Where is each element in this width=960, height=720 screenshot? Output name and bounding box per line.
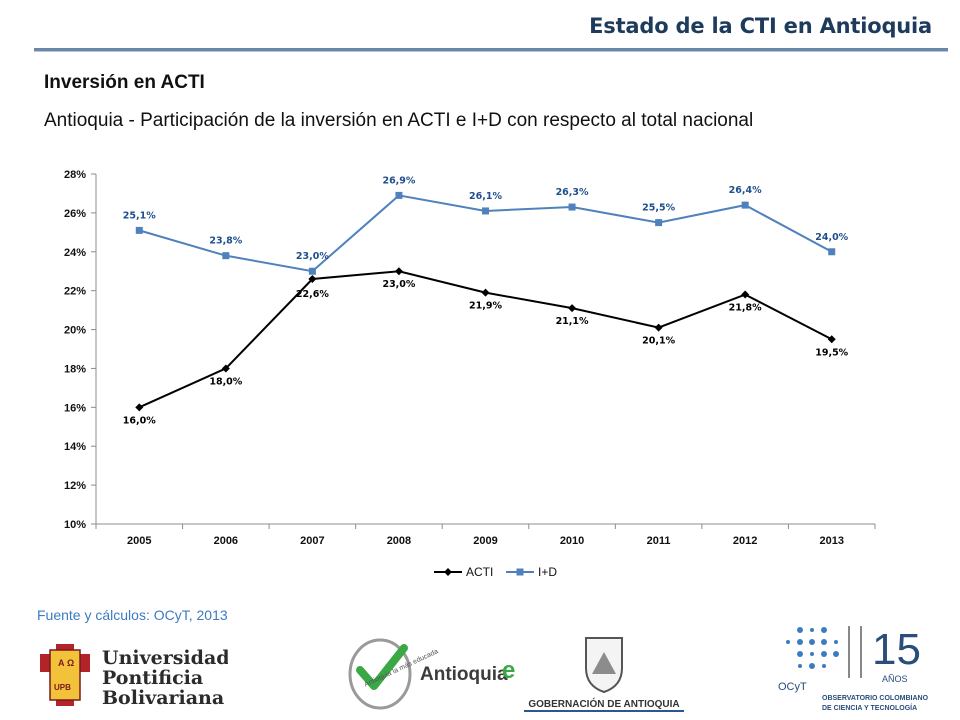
data-point	[568, 304, 577, 313]
caption-box	[524, 696, 684, 710]
x-axis: 2005 2006 2007 2008 2009 2010 2011 2012 2013	[95, 523, 876, 547]
data-label: 26,1%	[469, 191, 502, 202]
data-point	[222, 252, 230, 260]
data-point	[481, 288, 490, 297]
data-label: 22,6%	[296, 289, 329, 300]
data-label: 21,8%	[729, 303, 762, 314]
ocyt-15-anos-logo: 15 AÑOS OCyT OBSERVATORIO COLOMBIANO DE …	[778, 625, 929, 712]
y-tick-label: 10%	[64, 519, 86, 531]
x-tick-label: 2010	[560, 535, 584, 547]
legend-label-id: I+D	[538, 565, 557, 579]
data-label: 21,9%	[469, 301, 502, 312]
x-tick-label: 2007	[300, 535, 324, 547]
chart-legend: ACTI I+D	[434, 565, 557, 579]
y-tick-label: 20%	[64, 325, 86, 337]
series-i-d: 25,1% 23,8% 23,0% 26,9% 26,1% 26,3% 25,5% 26,4%…	[123, 175, 849, 275]
series-layer: 16,0% 18,0% 22,6% 23,0% 21,9% 21,1% 20,1% 21,8%…	[123, 175, 849, 426]
y-tick-label: 28%	[64, 169, 86, 181]
chart-subtitle: Antioquia - Participación de la inversió…	[44, 110, 754, 131]
upb-logo: A Ω UPB Universidad Pontificia Bolivaria…	[40, 644, 228, 708]
x-tick-label: 2013	[819, 535, 843, 547]
data-point	[482, 207, 489, 215]
upb-shield-initials: UPB	[54, 683, 71, 692]
gobernacion-antioquia-logo: GOBERNACIÓN DE ANTIOQUIA	[524, 637, 684, 712]
data-point	[741, 290, 750, 299]
y-tick-label: 16%	[64, 402, 86, 414]
ocyt-line-2: DE CIENCIA Y TECNOLOGÍA	[822, 703, 917, 712]
y-tick-label: 14%	[64, 441, 86, 453]
data-point	[394, 267, 403, 276]
upb-line-3: Bolivariana	[102, 687, 224, 708]
y-axis: 10% 12% 14% 16% 18% 20% 22% 24% 26% 28%	[64, 169, 97, 531]
legend-label-acti: ACTI	[466, 565, 493, 579]
data-point	[654, 323, 663, 332]
dots-pattern-icon	[786, 627, 839, 669]
data-label: 21,1%	[556, 316, 589, 327]
data-label: 26,3%	[556, 187, 589, 198]
y-tick-label: 18%	[64, 363, 86, 375]
data-label: 23,0%	[382, 279, 415, 290]
title-divider	[34, 48, 948, 52]
y-tick-label: 22%	[64, 286, 86, 298]
data-label: 25,5%	[642, 203, 675, 214]
x-tick-label: 2009	[473, 535, 497, 547]
upb-shield-alpha: A	[58, 658, 65, 668]
source-note: Fuente y cálculos: OCyT, 2013	[37, 607, 228, 623]
gobernacion-caption: GOBERNACIÓN DE ANTIOQUIA	[528, 697, 679, 710]
caption-underline	[524, 710, 684, 712]
data-point	[308, 267, 316, 275]
series-acti: 16,0% 18,0% 22,6% 23,0% 21,9% 21,1% 20,1% 21,8%…	[123, 267, 849, 426]
data-label: 25,1%	[123, 210, 156, 221]
upb-shield-icon	[49, 649, 81, 701]
x-tick-label: 2006	[214, 535, 238, 547]
data-label: 26,9%	[382, 175, 415, 186]
y-tick-label: 24%	[64, 247, 86, 259]
data-label: 20,1%	[642, 336, 675, 347]
data-label: 19,5%	[815, 347, 848, 358]
data-point	[135, 226, 143, 234]
data-label: 23,8%	[209, 236, 242, 247]
data-point	[135, 403, 144, 412]
vertical-divider	[848, 626, 850, 678]
data-label: 23,0%	[296, 251, 329, 262]
ocyt-years: AÑOS	[882, 674, 908, 684]
data-point	[395, 191, 403, 199]
mountain-icon	[592, 652, 616, 674]
data-point	[221, 364, 230, 373]
data-label: 16,0%	[123, 415, 156, 426]
x-tick-label: 2011	[647, 535, 671, 547]
data-point	[308, 275, 317, 283]
legend-marker-acti	[444, 568, 452, 576]
data-point	[568, 203, 576, 211]
x-tick-label: 2008	[387, 535, 411, 547]
series-line	[138, 194, 833, 273]
checkmark-icon	[356, 644, 408, 690]
vertical-divider-2	[860, 626, 862, 678]
data-label: 18,0%	[209, 376, 242, 387]
data-point	[828, 248, 836, 256]
data-label: 26,4%	[729, 185, 762, 196]
data-point	[827, 335, 836, 344]
y-tick-label: 12%	[64, 480, 86, 492]
upb-line-2: Pontificia	[102, 667, 203, 689]
upb-shield-omega: Ω	[67, 658, 74, 668]
upb-line-1: Universidad	[102, 647, 228, 669]
antioquia-wordmark: Antioquia	[420, 664, 508, 685]
antioquia-e-letter: e	[502, 657, 515, 684]
legend-marker-id	[516, 568, 524, 576]
data-point	[655, 219, 663, 227]
ocyt-acronym: OCyT	[778, 681, 807, 693]
line-chart: 10%12%14%16%18%20%22%24%26%28% 2005 2006 2…	[64, 169, 876, 579]
data-point	[741, 201, 749, 209]
page-title: Estado de la CTI en Antioquia	[589, 14, 932, 38]
y-tick-label: 26%	[64, 208, 86, 220]
section-title: Inversión en ACTI	[44, 72, 205, 93]
x-tick-label: 2012	[733, 535, 757, 547]
data-label: 24,0%	[815, 232, 848, 243]
x-tick-label: 2005	[127, 535, 151, 547]
ocyt-line-1: OBSERVATORIO COLOMBIANO	[822, 695, 929, 702]
ocyt-number: 15	[872, 625, 921, 674]
antioquia-mas-educada-logo: Antioquia la más educada Antioquia e	[348, 638, 515, 710]
